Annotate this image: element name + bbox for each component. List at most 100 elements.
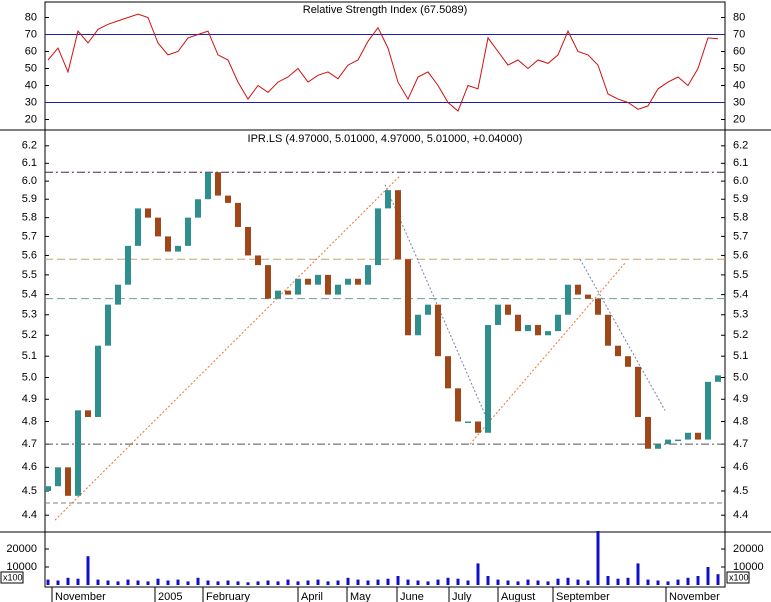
y-tick-label: 5.9 <box>22 193 37 205</box>
y-tick-label: 80 <box>25 11 37 23</box>
volume-bar <box>166 580 170 585</box>
volume-bar <box>226 580 230 585</box>
candle <box>375 208 381 266</box>
volume-bar <box>116 581 120 585</box>
volume-bar <box>396 576 400 585</box>
y-tick-label: 40 <box>25 79 37 91</box>
volume-bar <box>276 581 280 585</box>
x-tick-label: September <box>556 591 610 602</box>
volume-bar <box>356 579 360 585</box>
candle <box>435 304 441 357</box>
volume-bar <box>96 579 100 585</box>
candle <box>295 278 301 295</box>
volume-bar <box>536 580 540 585</box>
y-tick-label: 60 <box>733 45 745 57</box>
trend-line <box>54 175 401 521</box>
y-tick-label: 6.2 <box>733 140 748 152</box>
candle <box>505 304 511 315</box>
y-tick-label: 10000 <box>6 561 37 573</box>
y-tick-label: 4.9 <box>22 393 37 405</box>
y-tick-label: 5.1 <box>733 350 748 362</box>
volume-bar <box>296 581 300 585</box>
volume-bar <box>176 579 180 585</box>
y-tick-label: 5.4 <box>22 289 37 301</box>
rsi-title: Relative Strength Index (67.5089) <box>303 4 468 16</box>
y-tick-label: 5.2 <box>733 329 748 341</box>
unit-label: x100 <box>729 572 749 582</box>
y-tick-label: 20 <box>25 113 37 125</box>
y-tick-label: 70 <box>733 28 745 40</box>
candle <box>365 265 371 285</box>
candle <box>315 274 321 285</box>
volume-bar <box>616 578 620 585</box>
candle <box>635 366 641 418</box>
volume-bar <box>326 581 330 585</box>
y-tick-label: 5.3 <box>22 309 37 321</box>
x-tick-label: 2005 <box>158 591 182 602</box>
volume-bar <box>126 579 130 585</box>
y-tick-label: 5.8 <box>733 212 748 224</box>
rsi-line <box>47 13 719 112</box>
y-tick-label: 5.4 <box>733 289 748 301</box>
y-tick-label: 50 <box>25 62 37 74</box>
volume-bar <box>316 579 320 585</box>
volume-bar <box>136 580 140 585</box>
candle <box>75 410 81 496</box>
candle <box>405 259 411 336</box>
x-tick-label: June <box>400 591 424 602</box>
candle <box>655 444 661 449</box>
y-tick-label: 80 <box>733 11 745 23</box>
candle <box>595 298 601 315</box>
y-tick-label: 5.9 <box>733 193 748 205</box>
volume-bar <box>556 578 560 585</box>
volume-bar <box>366 580 370 585</box>
candle <box>305 278 311 285</box>
candle <box>525 324 531 332</box>
candle <box>215 172 221 196</box>
x-tick-label: February <box>206 591 251 602</box>
volume-bar <box>56 580 60 585</box>
candle <box>395 190 401 260</box>
volume-bar <box>636 563 640 585</box>
y-tick-label: 6.2 <box>22 140 37 152</box>
volume-bar <box>66 577 70 585</box>
y-tick-label: 20000 <box>733 543 764 555</box>
volume-bar <box>386 578 390 585</box>
candle <box>135 208 141 246</box>
y-tick-label: 4.6 <box>22 461 37 473</box>
y-tick-label: 5.2 <box>22 329 37 341</box>
y-tick-label: 5.7 <box>733 230 748 242</box>
volume-bar <box>186 581 190 585</box>
candle <box>95 345 101 418</box>
y-tick-label: 20 <box>733 113 745 125</box>
volume-bar <box>716 574 720 585</box>
volume-bar <box>666 581 670 585</box>
candle <box>65 467 71 496</box>
y-tick-label: 4.7 <box>733 438 748 450</box>
candle <box>425 304 431 315</box>
volume-bar <box>86 556 90 585</box>
candle <box>205 172 211 200</box>
candle <box>575 284 581 295</box>
candle <box>585 294 591 299</box>
candle <box>555 314 561 332</box>
y-tick-label: 4.8 <box>22 415 37 427</box>
candle <box>325 274 331 295</box>
candle <box>165 236 171 252</box>
trend-line <box>469 262 626 445</box>
volume-bar <box>146 581 150 585</box>
candle <box>245 226 251 256</box>
unit-box <box>726 571 750 584</box>
volume-bar <box>376 579 380 585</box>
volume-bar <box>196 577 200 585</box>
y-tick-label: 4.5 <box>22 485 37 497</box>
volume-bar <box>46 579 50 585</box>
volume-bar <box>706 567 710 585</box>
candle <box>605 314 611 346</box>
candle <box>535 324 541 336</box>
candle <box>125 245 131 285</box>
candle <box>625 356 631 367</box>
y-tick-label: 4.5 <box>733 485 748 497</box>
volume-bar <box>216 581 220 585</box>
candle <box>345 278 351 285</box>
